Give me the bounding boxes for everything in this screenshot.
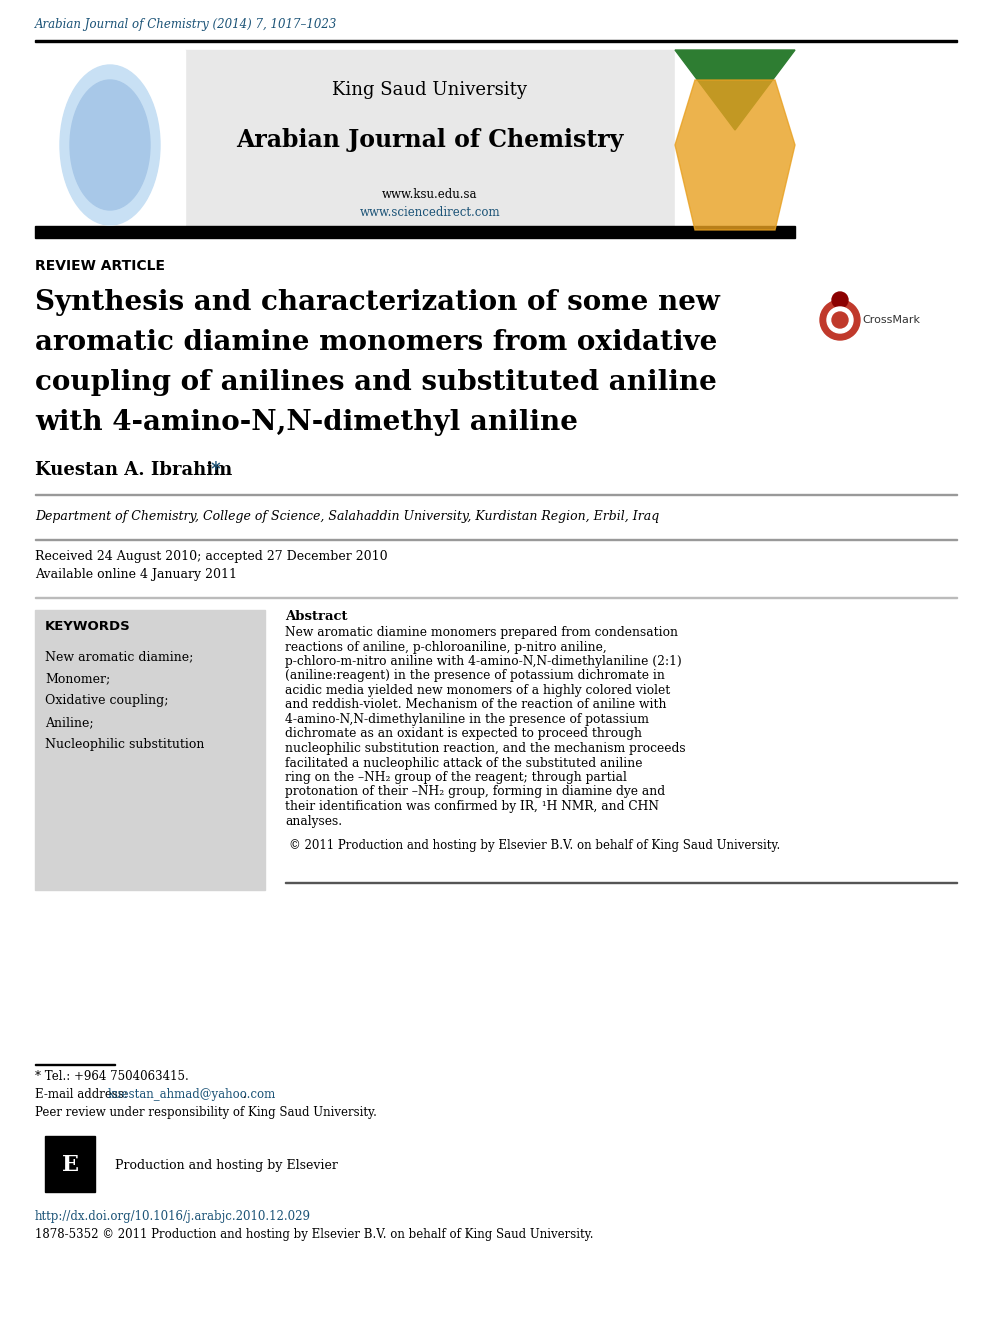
Circle shape — [832, 292, 848, 308]
Circle shape — [827, 307, 853, 333]
Text: New aromatic diamine;: New aromatic diamine; — [45, 650, 193, 663]
Text: acidic media yielded new monomers of a highly colored violet: acidic media yielded new monomers of a h… — [285, 684, 671, 697]
Text: Arabian Journal of Chemistry (2014) 7, 1017–1023: Arabian Journal of Chemistry (2014) 7, 1… — [35, 19, 337, 30]
Bar — [675, 50, 795, 230]
Text: analyses.: analyses. — [285, 815, 342, 827]
Text: Peer review under responsibility of King Saud University.: Peer review under responsibility of King… — [35, 1106, 377, 1119]
Text: dichromate as an oxidant is expected to proceed through: dichromate as an oxidant is expected to … — [285, 728, 642, 741]
Bar — [35, 610, 265, 890]
Text: .: . — [243, 1088, 247, 1101]
Bar — [35, 40, 957, 42]
Text: nucleophilic substitution reaction, and the mechanism proceeds: nucleophilic substitution reaction, and … — [285, 742, 685, 755]
Text: Abstract: Abstract — [285, 610, 347, 623]
Text: http://dx.doi.org/10.1016/j.arabjc.2010.12.029: http://dx.doi.org/10.1016/j.arabjc.2010.… — [35, 1211, 311, 1222]
Text: KEYWORDS: KEYWORDS — [45, 620, 131, 632]
Text: *: * — [205, 460, 220, 479]
Text: reactions of aniline, p-chloroaniline, p-nitro aniline,: reactions of aniline, p-chloroaniline, p… — [285, 640, 607, 654]
Text: Available online 4 January 2011: Available online 4 January 2011 — [35, 568, 237, 581]
Text: protonation of their –NH₂ group, forming in diamine dye and: protonation of their –NH₂ group, forming… — [285, 786, 665, 799]
Text: and reddish-violet. Mechanism of the reaction of aniline with: and reddish-violet. Mechanism of the rea… — [285, 699, 667, 712]
Text: King Saud University: King Saud University — [332, 81, 528, 99]
Text: © 2011 Production and hosting by Elsevier B.V. on behalf of King Saud University: © 2011 Production and hosting by Elsevie… — [290, 839, 781, 852]
Text: facilitated a nucleophilic attack of the substituted aniline: facilitated a nucleophilic attack of the… — [285, 757, 643, 770]
Text: Arabian Journal of Chemistry: Arabian Journal of Chemistry — [236, 128, 624, 152]
Text: Synthesis and characterization of some new: Synthesis and characterization of some n… — [35, 288, 720, 316]
Bar — [185, 50, 675, 230]
Circle shape — [832, 312, 848, 328]
Text: Nucleophilic substitution: Nucleophilic substitution — [45, 738, 204, 751]
Text: REVIEW ARTICLE: REVIEW ARTICLE — [35, 259, 165, 273]
Text: coupling of anilines and substituted aniline: coupling of anilines and substituted ani… — [35, 369, 717, 396]
Text: aromatic diamine monomers from oxidative: aromatic diamine monomers from oxidative — [35, 329, 717, 356]
Text: Kuestan A. Ibrahim: Kuestan A. Ibrahim — [35, 460, 232, 479]
Text: Production and hosting by Elsevier: Production and hosting by Elsevier — [115, 1159, 338, 1171]
Text: Monomer;: Monomer; — [45, 672, 110, 685]
Text: Aniline;: Aniline; — [45, 716, 93, 729]
Text: with 4-amino-Ν,Ν-dimethyl aniline: with 4-amino-Ν,Ν-dimethyl aniline — [35, 409, 578, 437]
Ellipse shape — [70, 79, 150, 210]
Bar — [35, 50, 185, 230]
Text: www.ksu.edu.sa: www.ksu.edu.sa — [382, 188, 478, 201]
Text: 4-amino-N,N-dimethylaniline in the presence of potassium: 4-amino-N,N-dimethylaniline in the prese… — [285, 713, 649, 726]
Text: * Tel.: +964 7504063415.: * Tel.: +964 7504063415. — [35, 1070, 188, 1084]
Text: New aromatic diamine monomers prepared from condensation: New aromatic diamine monomers prepared f… — [285, 626, 678, 639]
Text: (aniline:reagent) in the presence of potassium dichromate in: (aniline:reagent) in the presence of pot… — [285, 669, 665, 683]
Circle shape — [820, 300, 860, 340]
Text: their identification was confirmed by IR, ¹H NMR, and CHN: their identification was confirmed by IR… — [285, 800, 659, 814]
Ellipse shape — [60, 65, 160, 225]
Text: 1878-5352 © 2011 Production and hosting by Elsevier B.V. on behalf of King Saud : 1878-5352 © 2011 Production and hosting … — [35, 1228, 593, 1241]
Text: Oxidative coupling;: Oxidative coupling; — [45, 695, 169, 706]
Polygon shape — [675, 50, 795, 130]
Text: p-chloro-m-nitro aniline with 4-amino-N,N-dimethylaniline (2:1): p-chloro-m-nitro aniline with 4-amino-N,… — [285, 655, 682, 668]
Text: ring on the –NH₂ group of the reagent; through partial: ring on the –NH₂ group of the reagent; t… — [285, 771, 627, 785]
Bar — [45, 1136, 95, 1192]
Text: E: E — [62, 1154, 78, 1176]
Text: Department of Chemistry, College of Science, Salahaddin University, Kurdistan Re: Department of Chemistry, College of Scie… — [35, 509, 660, 523]
Bar — [35, 1130, 465, 1200]
Text: www.sciencedirect.com: www.sciencedirect.com — [360, 206, 500, 220]
Bar — [35, 226, 795, 238]
Text: kuestan_ahmad@yahoo.com: kuestan_ahmad@yahoo.com — [108, 1088, 276, 1101]
Text: E-mail address:: E-mail address: — [35, 1088, 132, 1101]
Polygon shape — [675, 79, 795, 230]
Text: Received 24 August 2010; accepted 27 December 2010: Received 24 August 2010; accepted 27 Dec… — [35, 550, 388, 564]
Text: CrossMark: CrossMark — [862, 315, 920, 325]
